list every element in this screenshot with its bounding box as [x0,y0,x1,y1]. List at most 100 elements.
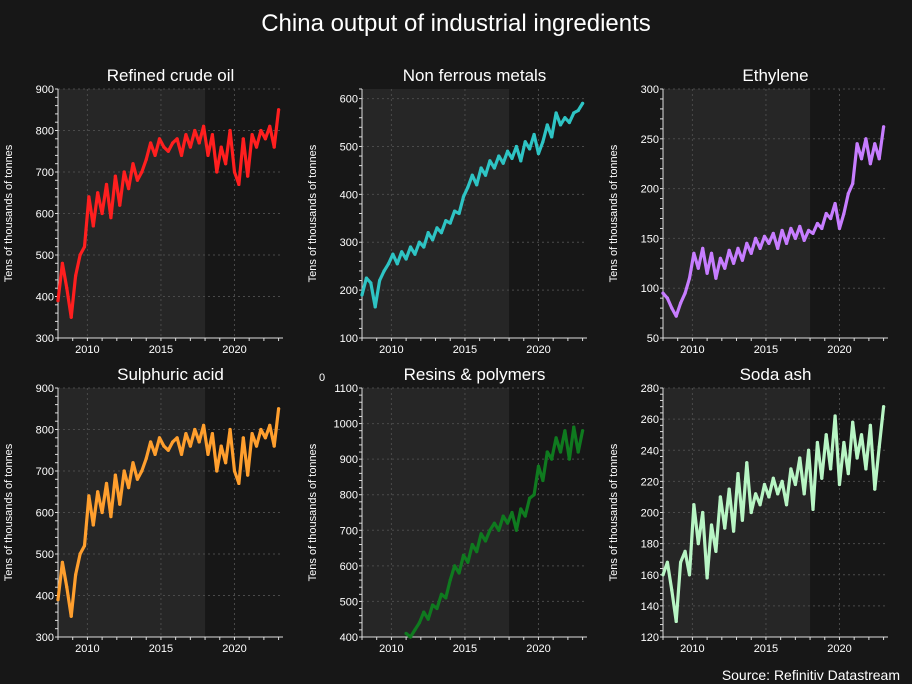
y-tick-label: 200 [641,184,659,196]
data-point [193,427,197,432]
data-point [69,614,73,618]
data-point [670,306,674,310]
data-point [268,423,272,427]
y-tick-label: 100 [641,283,659,295]
data-point [842,211,846,216]
data-point [793,236,797,240]
data-point [219,145,223,149]
data-point [665,296,670,300]
data-point [674,314,678,318]
data-point [272,444,276,448]
data-point [550,457,554,461]
data-point [806,448,811,452]
data-point [250,432,254,436]
data-point [104,481,109,486]
y-tick-label: 300 [340,237,358,249]
x-tick-label: 2010 [680,643,704,655]
data-point [122,170,126,174]
data-point [864,467,868,471]
data-point [246,174,250,178]
data-point [824,433,828,437]
panel-title: Ethylene [742,66,808,85]
data-point [91,224,95,228]
data-point [65,585,69,589]
data-point [74,573,78,577]
data-point [413,628,417,632]
data-point [391,252,395,256]
y-tick-label: 180 [641,539,659,551]
data-point [135,178,140,182]
data-point [687,276,692,280]
data-point [96,191,100,195]
data-point [386,262,391,266]
data-point [435,226,439,230]
data-point [789,467,793,471]
data-point [224,162,228,166]
data-point [153,153,157,157]
data-point [731,529,736,533]
y-axis-label: Tens of thousands of tonnes [307,144,319,282]
y-axis-label: Tens of thousands of tonnes [3,443,15,581]
data-point [718,256,722,260]
panel-3: 300 400 500 600 700 800 900 2010 2015 2020 Sulphur… [3,365,283,655]
y-tick-label: 800 [36,425,54,437]
x-tick-label: 2015 [754,643,778,655]
data-point [873,487,877,491]
data-point [864,137,868,141]
data-point [501,161,505,165]
data-point [545,450,549,454]
data-point [670,588,674,592]
data-point [798,224,802,229]
data-point [701,246,705,250]
data-point [188,444,192,448]
data-point [228,128,232,133]
data-point [793,482,797,487]
data-point [661,573,665,577]
data-point [162,145,166,149]
data-point [563,116,567,120]
y-tick-label: 140 [641,601,659,613]
data-point [144,157,148,162]
data-point [505,521,510,525]
data-point [776,246,780,250]
x-tick-label: 2020 [827,643,851,655]
y-tick-label: 500 [36,549,54,561]
data-point [687,573,692,577]
data-point [184,133,188,137]
data-point [701,510,705,515]
data-point [215,469,219,473]
y-tick-label: 260 [641,414,659,426]
data-point [692,503,696,507]
data-point [126,187,131,191]
data-point [806,228,811,233]
stray-label: 0 [319,372,325,384]
data-point [580,101,585,105]
y-tick-label: 700 [340,525,358,537]
panel-2: 50 100 150 200 250 300 2010 2015 2020 Ethylene Ten… [608,66,888,356]
data-point [470,542,474,547]
panel-5: 120 140 160 180 200 220 240 260 280 2010 2015 2020 S… [608,365,888,655]
data-point [505,149,510,153]
panel-1: 100 200 300 400 500 600 2010 2015 2020 Non ferrou… [307,66,587,356]
data-point [210,432,215,436]
data-point [877,157,881,161]
data-point [276,407,281,411]
data-point [378,278,382,283]
data-point [541,140,545,144]
y-tick-label: 120 [641,632,659,644]
data-point [435,606,439,611]
data-point [78,552,82,556]
data-point [149,141,153,145]
data-point [492,166,496,170]
data-point [149,440,153,444]
data-point [528,147,532,151]
data-point [232,170,237,174]
data-point [692,251,696,255]
data-point [197,141,201,145]
data-point [96,490,100,494]
data-point [846,191,850,196]
data-point [745,461,749,465]
data-point [237,481,241,486]
data-point [166,448,170,452]
